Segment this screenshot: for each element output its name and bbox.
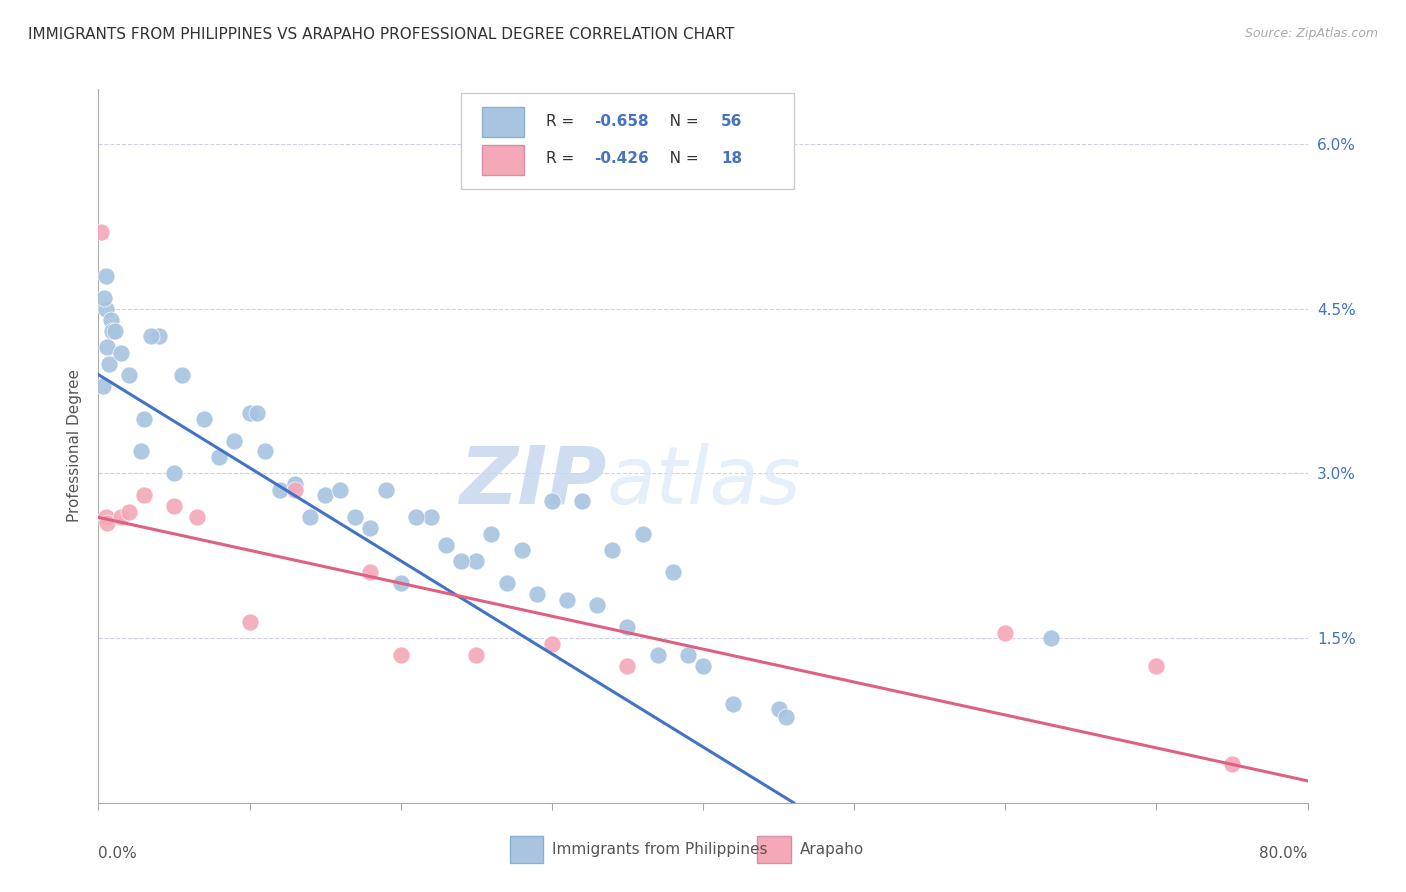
Text: Immigrants from Philippines: Immigrants from Philippines — [553, 842, 768, 857]
Point — [389, 648, 412, 662]
Point — [118, 505, 141, 519]
Bar — [482, 107, 524, 137]
Point — [692, 658, 714, 673]
Point — [299, 510, 322, 524]
Point — [647, 648, 669, 662]
Text: 56: 56 — [721, 114, 742, 128]
FancyBboxPatch shape — [461, 93, 793, 189]
Point — [94, 268, 117, 283]
Point — [110, 345, 132, 359]
Bar — [482, 145, 524, 175]
Y-axis label: Professional Degree: Professional Degree — [67, 369, 83, 523]
Point — [96, 340, 118, 354]
Point — [994, 625, 1017, 640]
Bar — [758, 837, 792, 863]
Point — [186, 510, 208, 524]
Point — [360, 521, 382, 535]
Point — [148, 329, 170, 343]
Point — [465, 554, 488, 568]
Text: N =: N = — [655, 114, 703, 128]
Text: 0.0%: 0.0% — [98, 846, 138, 861]
Point — [389, 576, 412, 591]
Point — [434, 538, 457, 552]
Point — [100, 312, 122, 326]
Point — [420, 510, 443, 524]
Point — [676, 648, 699, 662]
Text: R =: R = — [546, 151, 579, 166]
Point — [768, 702, 790, 716]
Point — [253, 444, 276, 458]
Point — [110, 510, 132, 524]
Point — [239, 615, 262, 629]
Point — [101, 324, 124, 338]
Point — [329, 483, 352, 497]
Point — [91, 378, 114, 392]
Point — [104, 324, 127, 338]
Point — [602, 543, 624, 558]
Point — [94, 301, 117, 316]
Point — [374, 483, 396, 497]
Point — [1146, 658, 1168, 673]
Point — [405, 510, 427, 524]
Point — [775, 710, 797, 724]
Point — [132, 411, 155, 425]
Point — [344, 510, 367, 524]
Point — [631, 526, 654, 541]
Text: N =: N = — [655, 151, 703, 166]
Point — [96, 516, 118, 530]
Point — [481, 526, 503, 541]
Point — [555, 592, 578, 607]
Point — [239, 406, 262, 420]
Point — [662, 566, 685, 580]
Point — [269, 483, 291, 497]
Text: Source: ZipAtlas.com: Source: ZipAtlas.com — [1244, 27, 1378, 40]
Point — [314, 488, 336, 502]
Point — [208, 450, 231, 464]
Point — [360, 566, 382, 580]
Point — [163, 467, 186, 481]
Point — [90, 225, 112, 239]
Point — [132, 488, 155, 502]
Point — [541, 637, 564, 651]
Text: 80.0%: 80.0% — [1260, 846, 1308, 861]
Point — [93, 291, 115, 305]
Text: R =: R = — [546, 114, 579, 128]
Point — [465, 648, 488, 662]
Point — [94, 510, 117, 524]
Point — [450, 554, 472, 568]
Text: 18: 18 — [721, 151, 742, 166]
Text: IMMIGRANTS FROM PHILIPPINES VS ARAPAHO PROFESSIONAL DEGREE CORRELATION CHART: IMMIGRANTS FROM PHILIPPINES VS ARAPAHO P… — [28, 27, 734, 42]
Point — [1220, 757, 1243, 772]
Point — [284, 483, 307, 497]
Point — [510, 543, 533, 558]
Point — [586, 598, 609, 612]
Point — [170, 368, 193, 382]
Point — [193, 411, 215, 425]
Point — [616, 620, 638, 634]
Point — [129, 444, 152, 458]
Text: atlas: atlas — [606, 442, 801, 521]
Point — [495, 576, 517, 591]
Text: -0.426: -0.426 — [595, 151, 650, 166]
Point — [1039, 631, 1062, 645]
Point — [98, 357, 121, 371]
Point — [526, 587, 548, 601]
Point — [284, 477, 307, 491]
Point — [723, 697, 745, 711]
Text: Arapaho: Arapaho — [800, 842, 863, 857]
Point — [163, 500, 186, 514]
Point — [141, 329, 163, 343]
Point — [246, 406, 269, 420]
Text: -0.658: -0.658 — [595, 114, 648, 128]
Point — [571, 494, 593, 508]
Point — [541, 494, 564, 508]
Text: ZIP: ZIP — [458, 442, 606, 521]
Point — [616, 658, 638, 673]
Point — [224, 434, 246, 448]
Bar — [509, 837, 543, 863]
Point — [118, 368, 141, 382]
